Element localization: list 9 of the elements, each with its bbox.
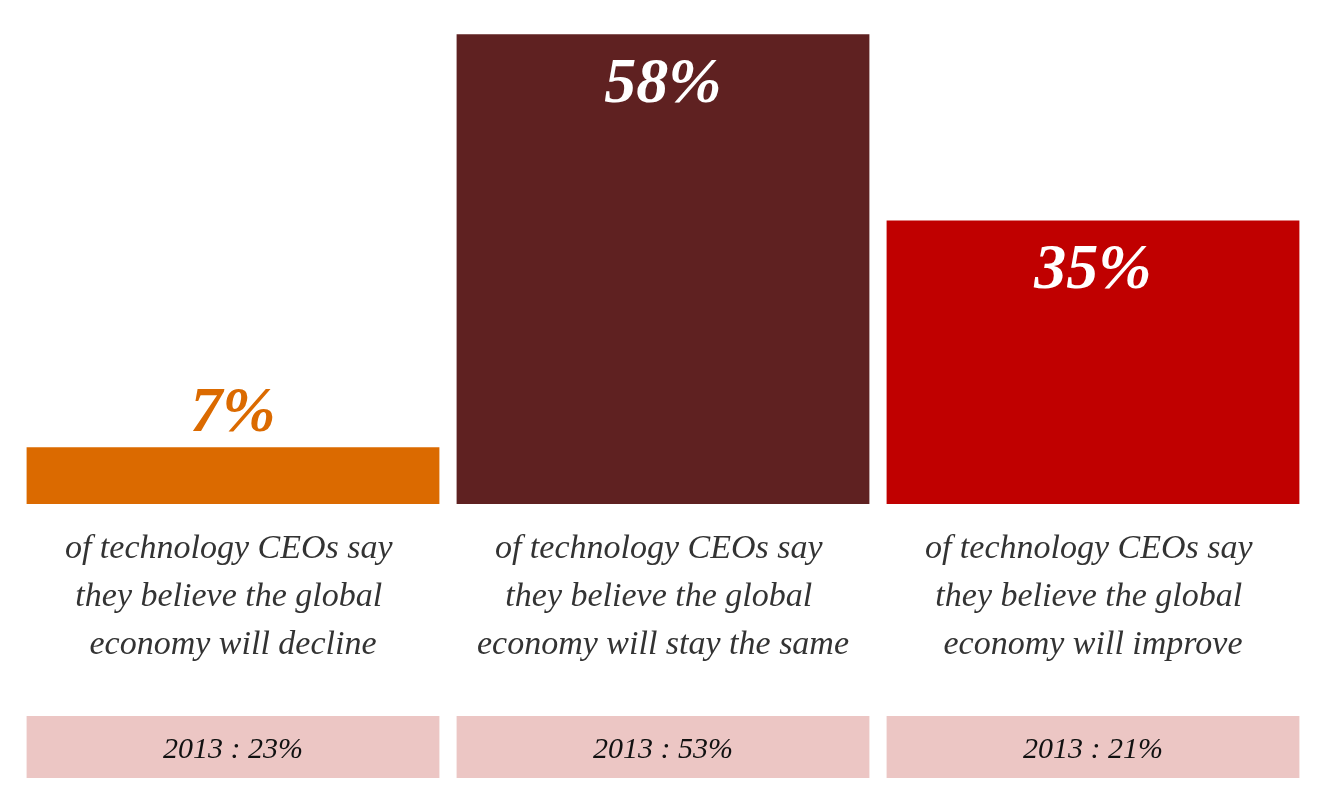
text: 2013 : 21% <box>1023 730 1163 764</box>
data-label: 7% <box>190 373 276 445</box>
data-label: 35% <box>1033 231 1152 302</box>
x-tick-label: of technology CEOs say they believe the global economy will stay the same <box>476 527 850 661</box>
x-tick-label: of technology CEOs say they believe the global economy will improve <box>924 527 1262 661</box>
x-tick-label: of technology CEOs say they believe the global economy will decline <box>64 527 402 661</box>
text: 2013 : 23% <box>163 730 303 764</box>
text: 2013 : 53% <box>593 730 733 764</box>
data-label: 58% <box>604 44 722 116</box>
